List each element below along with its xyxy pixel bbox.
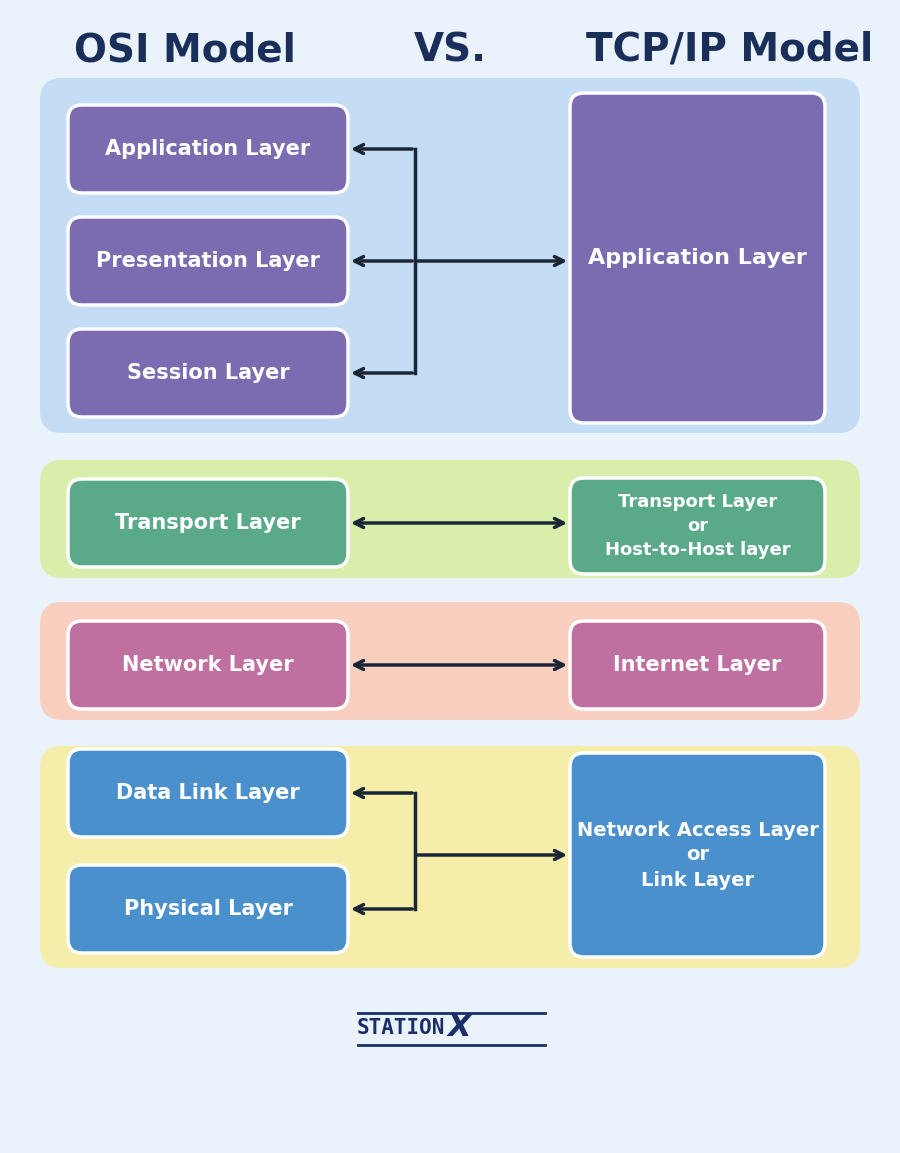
FancyBboxPatch shape bbox=[68, 865, 348, 954]
Text: Transport Layer: Transport Layer bbox=[115, 513, 301, 533]
FancyBboxPatch shape bbox=[68, 478, 348, 567]
FancyBboxPatch shape bbox=[570, 621, 825, 709]
FancyBboxPatch shape bbox=[68, 621, 348, 709]
Text: Application Layer: Application Layer bbox=[588, 248, 807, 267]
FancyBboxPatch shape bbox=[40, 78, 860, 434]
FancyBboxPatch shape bbox=[40, 460, 860, 578]
FancyBboxPatch shape bbox=[68, 105, 348, 193]
FancyBboxPatch shape bbox=[68, 217, 348, 306]
FancyBboxPatch shape bbox=[68, 749, 348, 837]
Text: Network Layer: Network Layer bbox=[122, 655, 293, 675]
FancyBboxPatch shape bbox=[570, 93, 825, 423]
FancyBboxPatch shape bbox=[68, 329, 348, 417]
Text: Transport Layer
or
Host-to-Host layer: Transport Layer or Host-to-Host layer bbox=[605, 493, 790, 558]
Text: Session Layer: Session Layer bbox=[127, 363, 290, 383]
Text: X: X bbox=[448, 1013, 472, 1042]
Text: Internet Layer: Internet Layer bbox=[613, 655, 782, 675]
FancyBboxPatch shape bbox=[40, 602, 860, 719]
Text: Application Layer: Application Layer bbox=[105, 140, 310, 159]
Text: OSI Model: OSI Model bbox=[74, 31, 296, 69]
Text: Network Access Layer
or
Link Layer: Network Access Layer or Link Layer bbox=[577, 821, 818, 889]
Text: Physical Layer: Physical Layer bbox=[123, 899, 292, 919]
Text: Presentation Layer: Presentation Layer bbox=[96, 251, 320, 271]
Text: STATION: STATION bbox=[356, 1018, 445, 1038]
Text: Data Link Layer: Data Link Layer bbox=[116, 783, 300, 802]
FancyBboxPatch shape bbox=[570, 753, 825, 957]
FancyBboxPatch shape bbox=[40, 746, 860, 969]
Text: VS.: VS. bbox=[413, 31, 487, 69]
FancyBboxPatch shape bbox=[570, 478, 825, 574]
Text: TCP/IP Model: TCP/IP Model bbox=[587, 31, 874, 69]
